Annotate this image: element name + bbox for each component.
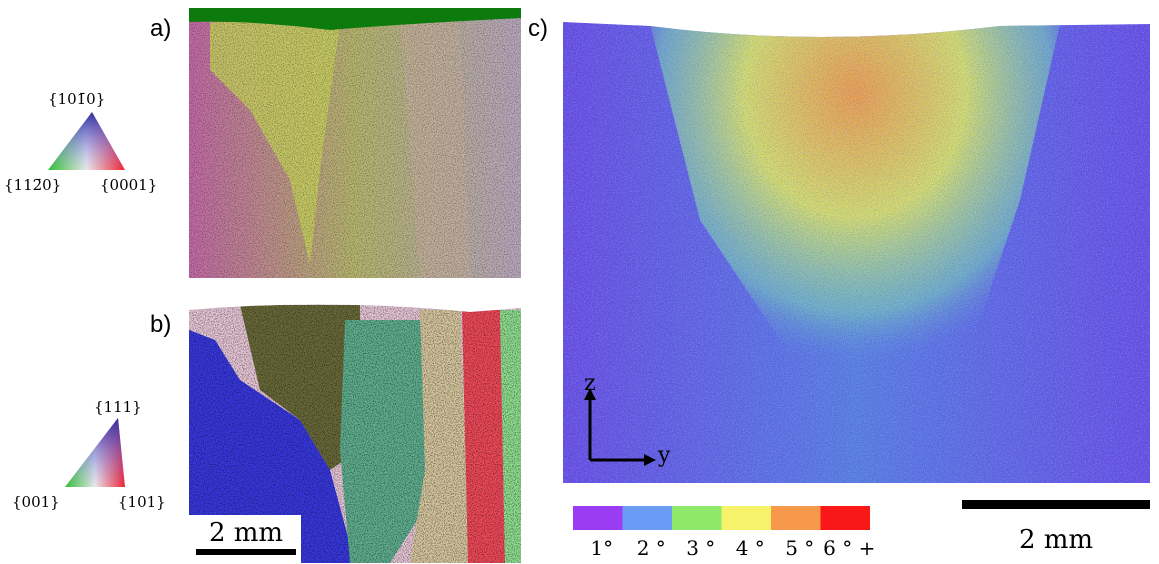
panel-label: a) bbox=[150, 15, 171, 42]
colorbar-label: 5 ° bbox=[785, 536, 814, 560]
ipf-label: {111} bbox=[94, 398, 142, 416]
colorbar-swatch bbox=[820, 506, 870, 530]
axis-label: z bbox=[584, 371, 596, 396]
panel-c bbox=[563, 22, 1150, 483]
ipf-label: {101} bbox=[118, 493, 166, 511]
panel-label: c) bbox=[528, 15, 548, 42]
scale-bar bbox=[962, 500, 1150, 509]
ipf-label: {001} bbox=[12, 493, 60, 511]
ipf-triangle-shade bbox=[48, 112, 125, 170]
colorbar-swatch bbox=[771, 506, 821, 530]
colorbar-swatch bbox=[672, 506, 722, 530]
panel-label: b) bbox=[150, 311, 171, 338]
colorbar: 1° 2 ° 3 ° 4 ° 5 ° 6 ° + bbox=[573, 506, 875, 560]
colorbar-swatch bbox=[622, 506, 672, 530]
axes-triad bbox=[584, 388, 656, 466]
panel-b bbox=[189, 304, 521, 563]
panel-a bbox=[189, 8, 521, 278]
colorbar-label: 6 ° + bbox=[823, 536, 875, 560]
colorbar-swatch bbox=[721, 506, 771, 530]
scale-bar-label: 2 mm bbox=[1019, 525, 1093, 555]
ipf-label: {101̄0} bbox=[48, 90, 105, 108]
colorbar-swatch bbox=[573, 506, 623, 530]
ipf-triangle-shade bbox=[65, 418, 125, 487]
colorbar-label: 3 ° bbox=[686, 536, 715, 560]
colorbar-label: 1° bbox=[590, 536, 613, 560]
ipf-label: {0001} bbox=[100, 176, 157, 194]
colorbar-label: 4 ° bbox=[736, 536, 765, 560]
axis-label: y bbox=[657, 443, 671, 468]
colorbar-label: 2 ° bbox=[637, 536, 666, 560]
ipf-label: {112̄0} bbox=[4, 176, 61, 194]
scale-bar-label: 2 mm bbox=[209, 518, 283, 548]
